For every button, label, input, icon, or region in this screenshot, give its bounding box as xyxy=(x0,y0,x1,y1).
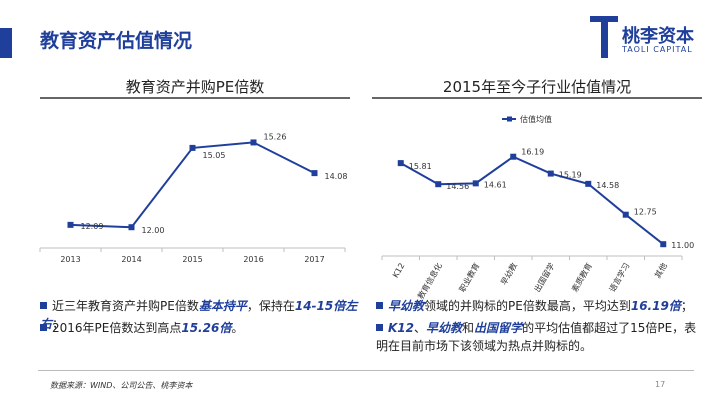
data-label: 14.61 xyxy=(484,180,507,189)
left-title-rule xyxy=(40,97,350,99)
bullet-text: ； xyxy=(680,299,693,313)
data-point xyxy=(435,181,442,188)
legend-marker xyxy=(507,116,512,122)
bullet-text: 2016年PE倍数达到高点 xyxy=(52,321,182,335)
x-tick-label: 2015 xyxy=(182,255,202,264)
right-line-chart: 15.81 14.56 14.61 16.19 15.19 14.58 12.75 11.00… xyxy=(381,114,694,301)
data-point xyxy=(311,170,318,177)
data-label: 14.08 xyxy=(325,172,348,181)
bullet-emphasis: K12 xyxy=(388,321,414,335)
logo-t-icon xyxy=(590,16,618,58)
page-number: 17 xyxy=(655,380,666,389)
data-label: 12.09 xyxy=(81,222,104,231)
bullet-square-icon xyxy=(376,324,383,331)
bullet-emphasis: 早幼教 xyxy=(388,299,425,313)
data-point xyxy=(472,180,479,187)
bullet-emphasis: 早幼教 xyxy=(426,321,463,335)
bullet-text: 和 xyxy=(462,321,475,335)
x-tick-label: 素质教育 xyxy=(569,261,594,294)
data-label: 14.56 xyxy=(446,182,469,191)
right-chart-title: 2015年至今子行业估值情况 xyxy=(442,78,632,96)
data-label: 15.81 xyxy=(409,162,432,171)
x-tick-label: K12 xyxy=(391,262,407,280)
legend-label: 估值均值 xyxy=(520,114,552,124)
data-label: 14.58 xyxy=(596,181,619,190)
series-line xyxy=(400,155,664,245)
right-bullet-1: 早幼教领域的并购标的PE倍数最高，平均达到16.19倍； xyxy=(376,297,706,315)
data-point xyxy=(547,170,554,177)
data-point xyxy=(397,160,404,167)
bullet-text: 、 xyxy=(414,321,427,335)
x-tick-label: 2016 xyxy=(243,255,263,264)
bullet-text: ； xyxy=(52,317,65,331)
bullet-text: 的平均估值都超过了15倍PE，表明在目前市场下该领域为热点并购标的。 xyxy=(376,321,697,353)
right-bullet-2: K12、早幼教和出国留学的平均估值都超过了15倍PE，表明在目前市场下该领域为热… xyxy=(376,319,706,355)
x-tick-label: 其他 xyxy=(652,261,669,280)
logo-subtitle: TAOLI CAPITAL xyxy=(622,45,693,54)
data-point xyxy=(67,221,74,228)
data-point xyxy=(622,211,629,218)
x-tick-label: 教育信息化 xyxy=(415,261,444,301)
bullet-emphasis: 15.26倍 xyxy=(181,321,232,335)
data-point xyxy=(510,153,517,160)
data-point xyxy=(250,139,257,146)
title-accent-bar xyxy=(0,28,12,58)
bullet-text: 。 xyxy=(231,321,244,335)
x-tick-label: 2013 xyxy=(60,255,80,264)
series-line xyxy=(70,141,315,229)
data-label: 12.00 xyxy=(142,226,165,235)
bullet-emphasis: 16.19倍 xyxy=(630,299,681,313)
bullet-square-icon xyxy=(40,302,47,309)
data-label: 15.26 xyxy=(264,132,287,141)
x-tick-label: 早幼教 xyxy=(498,261,519,287)
data-point xyxy=(189,144,196,151)
right-title-rule xyxy=(372,97,702,99)
data-point xyxy=(660,241,667,248)
data-label: 11.00 xyxy=(671,241,694,250)
data-point xyxy=(585,180,592,187)
logo-name: 桃李资本 xyxy=(622,26,694,47)
data-point xyxy=(128,224,135,231)
left-line-chart: 12.09 12.00 15.05 15.26 14.08 2013 2014 2015 201… xyxy=(39,132,348,264)
bullet-square-icon xyxy=(376,302,383,309)
page-title: 教育资产估值情况 xyxy=(40,30,193,52)
x-tick-label: 2017 xyxy=(304,255,324,264)
left-bullet-2: 2016年PE倍数达到高点15.26倍。 xyxy=(40,319,360,337)
company-logo: 桃李资本 TAOLI CAPITAL xyxy=(590,12,715,67)
bullet-square-icon xyxy=(40,324,47,331)
bullet-text: ，保持在 xyxy=(246,299,295,313)
left-bullet-1: 近三年教育资产并购PE倍数基本持平，保持在14-15倍左右； xyxy=(40,297,360,333)
data-label: 15.19 xyxy=(559,171,582,180)
data-label: 12.75 xyxy=(634,208,657,217)
data-source-note: 数据来源：WIND、公司公告、桃李资本 xyxy=(50,381,193,390)
bullet-text: 近三年教育资产并购PE倍数 xyxy=(52,299,199,313)
x-tick-label: 2014 xyxy=(121,255,141,264)
x-tick-label: 职业教育 xyxy=(457,261,482,294)
data-label: 15.05 xyxy=(203,151,226,160)
x-tick-label: 出国留学 xyxy=(532,261,557,294)
data-label: 16.19 xyxy=(521,148,544,157)
left-chart-title: 教育资产并购PE倍数 xyxy=(125,78,265,96)
bullet-emphasis: 基本持平 xyxy=(198,299,247,313)
x-tick-label: 语言学习 xyxy=(607,261,632,294)
bullet-emphasis: 出国留学 xyxy=(474,321,523,335)
bullet-text: 领域的并购标的PE倍数最高，平均达到 xyxy=(424,299,631,313)
footer-divider xyxy=(38,370,694,371)
